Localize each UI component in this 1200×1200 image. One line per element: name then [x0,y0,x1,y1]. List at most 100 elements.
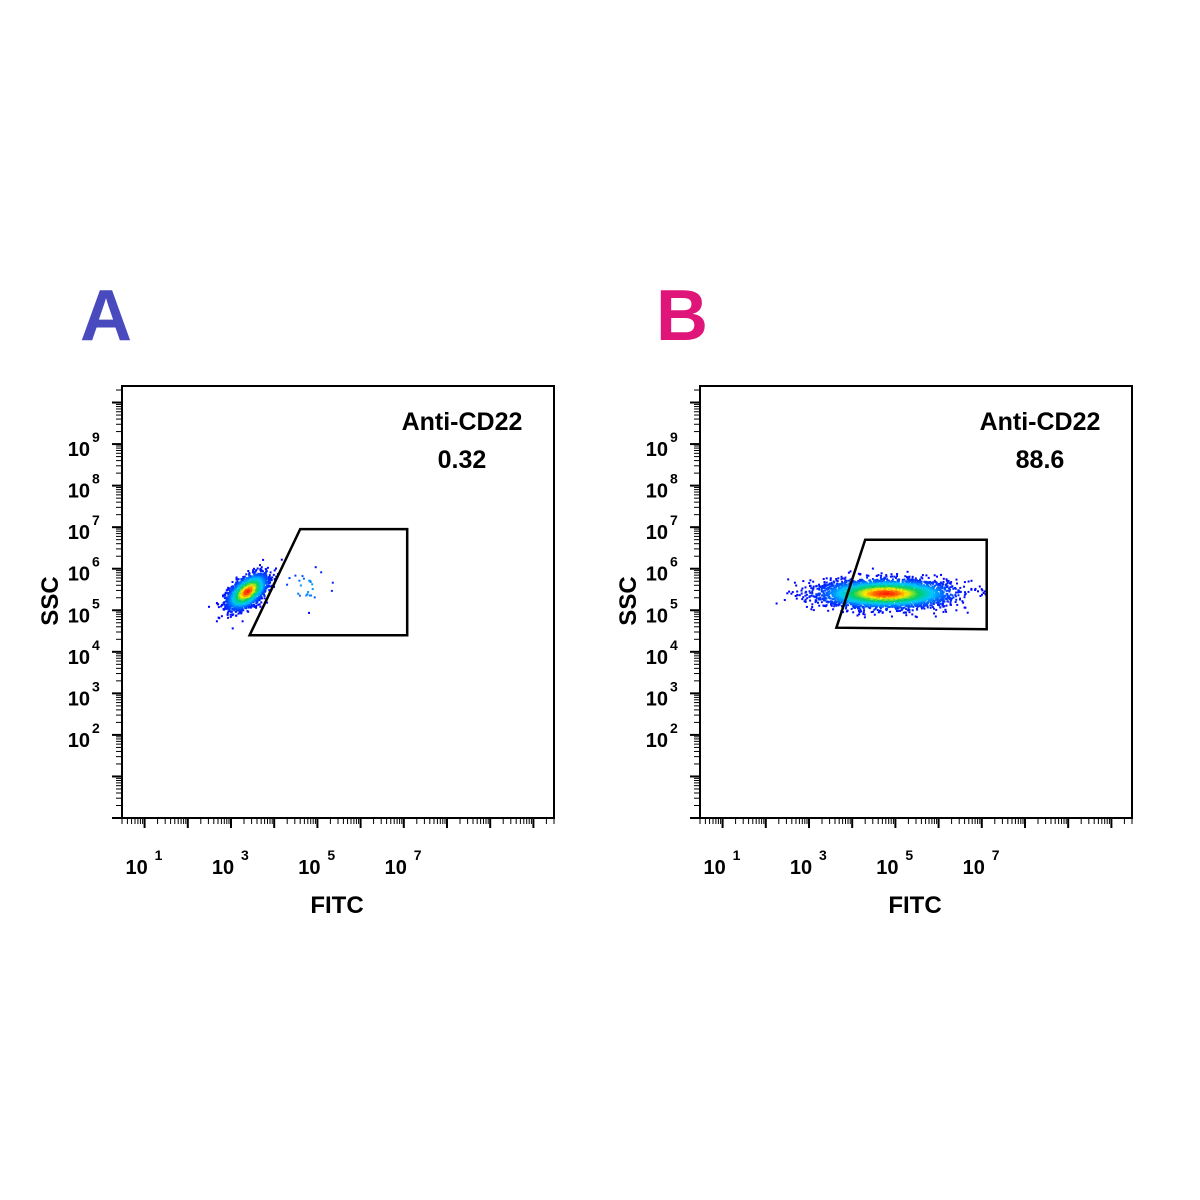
event-point [229,587,232,590]
event-point [229,602,232,605]
event-point [253,581,256,584]
event-point [220,615,223,618]
event-point [268,574,271,577]
event-point [940,573,942,576]
event-point [255,569,258,572]
event-point [258,581,261,584]
event-point [235,595,238,597]
event-point [868,579,871,582]
event-point [240,601,243,604]
event-point [232,585,235,588]
gate-name: Anti-CD22 [402,408,523,436]
event-point [238,596,241,599]
event-point [845,605,848,608]
event-point [240,589,243,592]
event-point [253,571,256,574]
event-point [810,594,813,597]
event-point [791,591,794,594]
event-point [836,600,839,603]
event-point [250,606,252,609]
event-point [261,578,263,581]
event-point [227,616,229,619]
event-point [983,590,986,593]
event-point [269,571,272,574]
event-point [224,591,227,594]
event-point [227,591,230,594]
event-point [898,606,901,609]
event-point [242,584,245,587]
y-tick-exponent: 4 [92,637,100,653]
event-point [267,584,270,587]
event-point [227,593,230,596]
event-point [240,587,243,589]
event-point [821,586,824,589]
event-point [907,581,910,584]
event-point [252,588,255,591]
event-point [919,578,921,581]
event-point [244,586,247,589]
event-point [808,590,811,593]
event-point [252,569,255,572]
event-point [809,599,812,602]
event-point [253,604,255,607]
event-point [915,616,918,619]
event-point [294,574,297,577]
event-point [235,597,238,600]
event-point [229,595,232,598]
event-point [790,592,793,595]
event-point [266,577,269,580]
event-point [258,603,261,606]
event-point [803,600,806,603]
event-point [945,610,948,613]
event-point [255,578,258,581]
event-point [245,593,248,596]
event-point [269,577,272,580]
event-point [911,609,914,612]
event-point [896,573,899,575]
event-point [920,576,923,579]
event-point [225,600,228,603]
event-point [230,592,233,595]
event-point [247,570,250,572]
event-point [254,584,257,587]
event-point [884,600,886,603]
event-point [302,577,305,580]
event-point [231,603,234,606]
event-point [225,605,228,608]
event-point [265,574,268,577]
event-point [832,608,835,611]
event-point [240,578,243,581]
event-point [245,583,248,586]
event-point [881,578,884,581]
event-point [231,589,234,592]
event-point [841,582,844,585]
event-point [858,611,861,614]
y-axis-title: SSC [37,576,64,625]
event-point [842,611,844,614]
event-point [249,578,252,581]
event-point [228,599,231,602]
event-point [946,594,949,597]
event-point [867,574,870,577]
event-point [877,574,880,577]
event-point [271,576,274,579]
event-point [264,586,267,588]
event-point [235,591,238,594]
event-point [828,600,831,603]
gate-polygon[interactable] [247,527,409,637]
event-point [260,589,263,592]
event-point [234,585,237,588]
event-point [804,586,807,589]
event-point [230,585,233,588]
event-point [245,599,248,602]
event-point [850,607,853,610]
event-point [852,581,855,584]
event-point [297,592,300,595]
event-point [262,581,265,584]
event-point [244,592,247,595]
event-point [255,600,258,603]
event-point [238,590,241,593]
event-point [949,588,951,591]
event-point [844,580,846,583]
y-tick-label: 10 [68,647,90,669]
